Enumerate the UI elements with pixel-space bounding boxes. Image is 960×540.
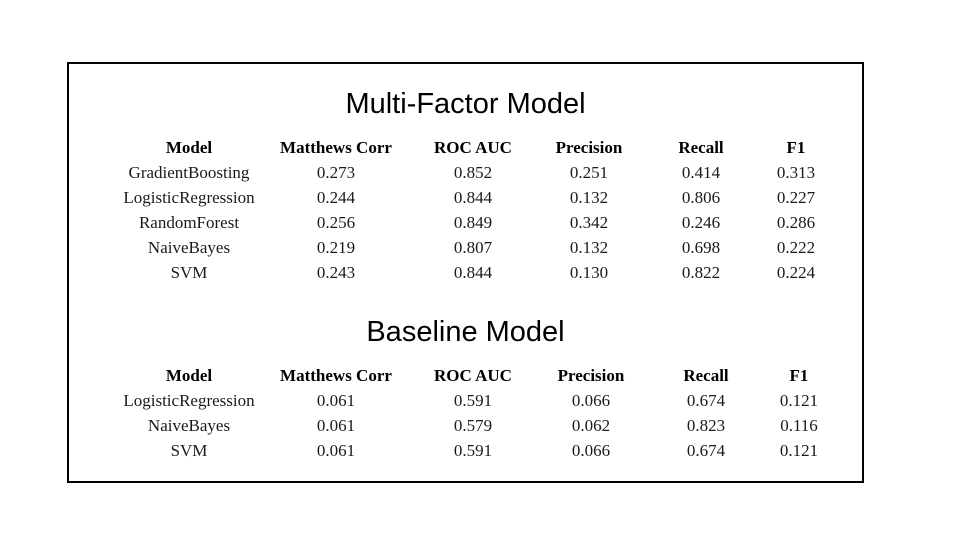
table-header-row: Model Matthews Corr ROC AUC Precision Re… — [105, 135, 821, 160]
cell-recall: 0.806 — [681, 188, 721, 207]
header-model: Model — [165, 138, 213, 157]
table-row: SVM 0.061 0.591 0.066 0.674 0.121 — [105, 438, 821, 463]
cell-roc-auc: 0.579 — [453, 416, 493, 435]
multi-factor-title: Multi-Factor Model — [345, 88, 586, 120]
cell-recall: 0.674 — [686, 441, 726, 460]
cell-roc-auc: 0.807 — [453, 238, 493, 257]
cell-roc-auc: 0.591 — [453, 441, 493, 460]
cell-matthews-corr: 0.256 — [316, 213, 356, 232]
cell-recall: 0.246 — [681, 213, 721, 232]
table-row: NaiveBayes 0.061 0.579 0.062 0.823 0.116 — [105, 413, 821, 438]
header-f1: F1 — [786, 138, 806, 157]
cell-roc-auc: 0.844 — [453, 188, 493, 207]
table-row: NaiveBayes 0.219 0.807 0.132 0.698 0.222 — [105, 235, 821, 260]
table-row: RandomForest 0.256 0.849 0.342 0.246 0.2… — [105, 210, 821, 235]
cell-model: SVM — [170, 441, 208, 460]
header-recall: Recall — [683, 366, 729, 385]
cell-matthews-corr: 0.273 — [316, 163, 356, 182]
cell-model: RandomForest — [138, 213, 240, 232]
cell-matthews-corr: 0.061 — [316, 391, 356, 410]
header-f1: F1 — [789, 366, 809, 385]
cell-precision: 0.066 — [571, 441, 611, 460]
cell-model: GradientBoosting — [128, 163, 250, 182]
header-roc-auc: ROC AUC — [434, 138, 512, 157]
header-precision: Precision — [555, 138, 623, 157]
table-row: GradientBoosting 0.273 0.852 0.251 0.414… — [105, 160, 821, 185]
cell-matthews-corr: 0.061 — [316, 416, 356, 435]
results-frame: Multi-Factor Model Model Matthews Corr R… — [67, 62, 864, 483]
cell-f1: 0.313 — [776, 163, 816, 182]
cell-precision: 0.130 — [569, 263, 609, 282]
cell-f1: 0.227 — [776, 188, 816, 207]
cell-f1: 0.121 — [779, 391, 819, 410]
cell-roc-auc: 0.852 — [453, 163, 493, 182]
header-precision: Precision — [557, 366, 625, 385]
cell-matthews-corr: 0.244 — [316, 188, 356, 207]
baseline-table: Model Matthews Corr ROC AUC Precision Re… — [105, 363, 821, 463]
cell-matthews-corr: 0.243 — [316, 263, 356, 282]
cell-f1: 0.121 — [779, 441, 819, 460]
cell-roc-auc: 0.849 — [453, 213, 493, 232]
header-recall: Recall — [678, 138, 724, 157]
cell-matthews-corr: 0.219 — [316, 238, 356, 257]
cell-recall: 0.414 — [681, 163, 721, 182]
cell-roc-auc: 0.591 — [453, 391, 493, 410]
cell-precision: 0.251 — [569, 163, 609, 182]
cell-model: NaiveBayes — [147, 238, 231, 257]
cell-precision: 0.132 — [569, 188, 609, 207]
cell-recall: 0.674 — [686, 391, 726, 410]
cell-precision: 0.342 — [569, 213, 609, 232]
header-model: Model — [165, 366, 213, 385]
cell-matthews-corr: 0.061 — [316, 441, 356, 460]
cell-model: LogisticRegression — [123, 188, 255, 207]
header-roc-auc: ROC AUC — [434, 366, 512, 385]
table-row: LogisticRegression 0.244 0.844 0.132 0.8… — [105, 185, 821, 210]
header-matthews-corr: Matthews Corr — [280, 366, 392, 385]
baseline-title: Baseline Model — [366, 316, 565, 348]
cell-roc-auc: 0.844 — [453, 263, 493, 282]
cell-recall: 0.823 — [686, 416, 726, 435]
table-row: LogisticRegression 0.061 0.591 0.066 0.6… — [105, 388, 821, 413]
cell-precision: 0.062 — [571, 416, 611, 435]
cell-f1: 0.286 — [776, 213, 816, 232]
table-header-row: Model Matthews Corr ROC AUC Precision Re… — [105, 363, 821, 388]
cell-f1: 0.222 — [776, 238, 816, 257]
cell-precision: 0.066 — [571, 391, 611, 410]
cell-model: LogisticRegression — [123, 391, 255, 410]
table-row: SVM 0.243 0.844 0.130 0.822 0.224 — [105, 260, 821, 285]
cell-recall: 0.822 — [681, 263, 721, 282]
cell-precision: 0.132 — [569, 238, 609, 257]
multi-factor-table: Model Matthews Corr ROC AUC Precision Re… — [105, 135, 821, 285]
cell-model: SVM — [170, 263, 208, 282]
cell-recall: 0.698 — [681, 238, 721, 257]
cell-f1: 0.116 — [780, 416, 818, 435]
header-matthews-corr: Matthews Corr — [280, 138, 392, 157]
cell-model: NaiveBayes — [147, 416, 231, 435]
cell-f1: 0.224 — [776, 263, 816, 282]
